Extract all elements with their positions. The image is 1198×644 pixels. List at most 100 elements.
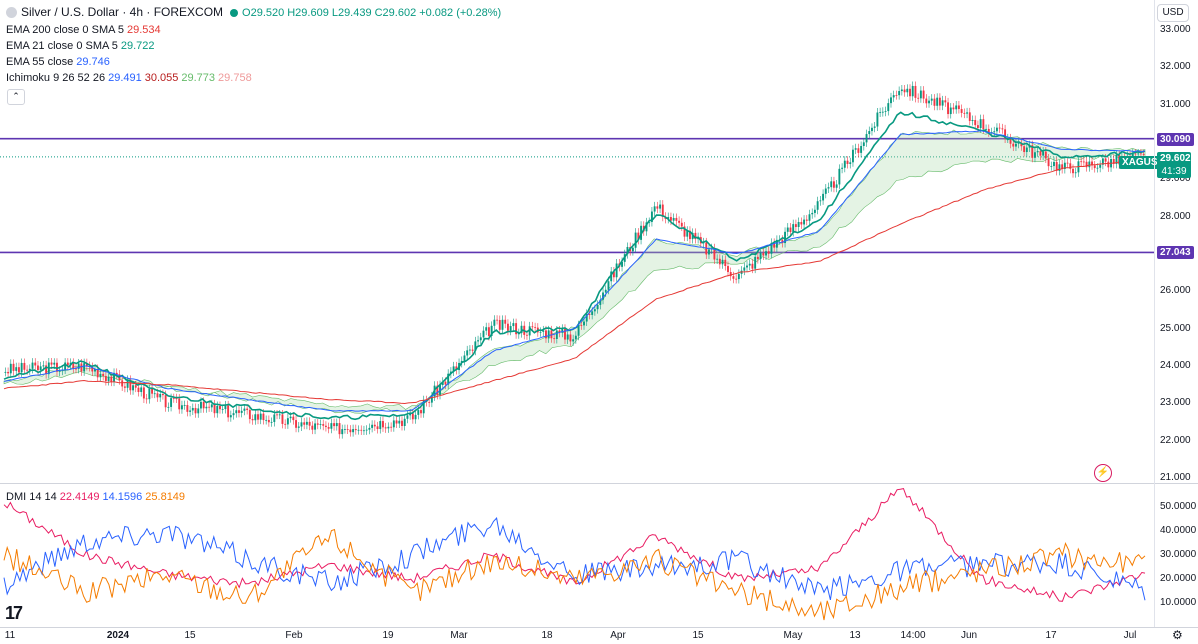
candle-body — [955, 105, 958, 110]
candle-body — [650, 211, 653, 222]
pane-divider[interactable] — [0, 483, 1198, 484]
candle-body — [183, 405, 186, 406]
price-axis-label: 23.000 — [1160, 397, 1191, 409]
candle-body — [797, 222, 800, 227]
candle-body — [773, 242, 776, 248]
candle-body — [1061, 164, 1064, 170]
candle-body — [303, 422, 306, 425]
candle-body — [1139, 153, 1142, 155]
candle-body — [455, 366, 458, 371]
candle-body — [134, 385, 137, 388]
candle-body — [504, 319, 507, 324]
candle-body — [949, 107, 952, 115]
collapse-legend-button[interactable]: ⌃ — [7, 89, 25, 105]
candle-body — [615, 263, 618, 278]
candle-body — [1080, 161, 1083, 163]
candle-body — [1085, 161, 1088, 168]
candle-body — [471, 349, 474, 351]
candle-body — [1025, 147, 1028, 153]
candle-body — [648, 221, 651, 223]
candle-body — [1036, 151, 1039, 153]
candle-body — [56, 362, 58, 372]
candle-body — [349, 429, 352, 433]
time-axis-label: 14:00 — [900, 630, 926, 641]
ema200-legend[interactable]: EMA 200 close 0 SMA 5 29.534 — [6, 23, 164, 37]
hline-badge-upper[interactable]: 30.090 — [1157, 132, 1194, 146]
candle-body — [803, 219, 806, 225]
lightning-icon[interactable]: ⚡ — [1094, 464, 1112, 482]
candle-body — [919, 90, 922, 99]
candle-body — [96, 368, 99, 378]
candle-body — [1115, 154, 1118, 164]
candle-body — [1088, 161, 1091, 168]
candle-body — [727, 266, 729, 273]
ema21-value: 29.722 — [120, 40, 155, 52]
time-axis-label: Jul — [1123, 630, 1137, 641]
candle-body — [240, 410, 243, 413]
ema55-legend[interactable]: EMA 55 close 29.746 — [6, 55, 113, 69]
candle-body — [83, 363, 86, 372]
candle-body — [257, 414, 259, 420]
time-axis[interactable]: 11 2024 15 Feb 19 Mar 18 Apr 15 May 13 14:00 Jun 17 Ju… — [0, 627, 1198, 644]
candle-body — [591, 311, 594, 315]
candle-body — [401, 420, 403, 427]
candle-body — [37, 365, 39, 371]
candle-body — [607, 281, 610, 290]
currency-button[interactable]: USD — [1157, 4, 1189, 22]
candle-body — [775, 239, 778, 248]
candle-body — [170, 398, 173, 407]
dmi-chart[interactable] — [0, 484, 1154, 627]
candle-body — [66, 362, 69, 366]
candle-body — [792, 224, 795, 232]
candle-body — [784, 231, 786, 244]
candle-body — [1004, 129, 1007, 139]
candle-body — [1104, 158, 1107, 162]
candle-body — [1112, 159, 1115, 164]
candle-body — [235, 410, 238, 414]
ema21-name: EMA 21 close 0 SMA 5 — [6, 40, 118, 52]
candle-body — [346, 429, 349, 430]
candle-body — [292, 416, 295, 421]
candle-body — [596, 304, 599, 310]
candle-body — [180, 405, 183, 410]
candle-body — [1091, 161, 1093, 166]
candle-body — [1072, 168, 1074, 174]
candle-body — [602, 292, 604, 300]
candle-body — [1093, 165, 1096, 169]
hline-badge-lower[interactable]: 27.043 — [1157, 246, 1194, 260]
candle-body — [1082, 161, 1085, 163]
candle-body — [564, 328, 566, 340]
candle-body — [58, 370, 61, 372]
candle-body — [816, 201, 819, 210]
gear-icon[interactable]: ⚙ — [1172, 628, 1183, 642]
ichimoku-legend[interactable]: Ichimoku 9 26 52 26 29.491 30.055 29.773 29.… — [6, 71, 255, 85]
candle-body — [512, 323, 515, 327]
ichimoku-span-a: 29.773 — [181, 72, 216, 84]
candle-body — [167, 406, 170, 408]
candle-body — [539, 331, 542, 333]
candle-body — [430, 396, 433, 403]
price-chart[interactable] — [0, 0, 1154, 483]
candle-body — [200, 401, 202, 409]
ema21-legend[interactable]: EMA 21 close 0 SMA 5 29.722 — [6, 39, 158, 53]
candle-body — [153, 393, 156, 395]
candle-body — [827, 187, 830, 189]
dmi-plus-line — [3, 488, 1146, 602]
candle-body — [115, 372, 118, 375]
candle-body — [286, 418, 289, 425]
candle-body — [363, 430, 365, 432]
candle-body — [689, 230, 691, 240]
candle-body — [561, 328, 564, 333]
candle-body — [756, 256, 759, 260]
price-axis-label: 21.000 — [1160, 472, 1191, 483]
candle-body — [515, 323, 518, 335]
price-pane[interactable]: Silver / U.S. Dollar · 4h · FOREXCOM O29.… — [0, 0, 1198, 483]
candle-body — [1012, 143, 1015, 147]
dmi-legend[interactable]: DMI 14 14 22.4149 14.1596 25.8149 — [6, 490, 188, 504]
dmi-pane[interactable]: DMI 14 14 22.4149 14.1596 25.8149 50.0000 40… — [0, 484, 1198, 627]
tradingview-logo[interactable]: 17 — [5, 603, 23, 623]
candle-body — [343, 429, 346, 430]
candle-body — [754, 256, 757, 269]
candle-body — [102, 373, 105, 377]
candle-body — [930, 98, 933, 101]
